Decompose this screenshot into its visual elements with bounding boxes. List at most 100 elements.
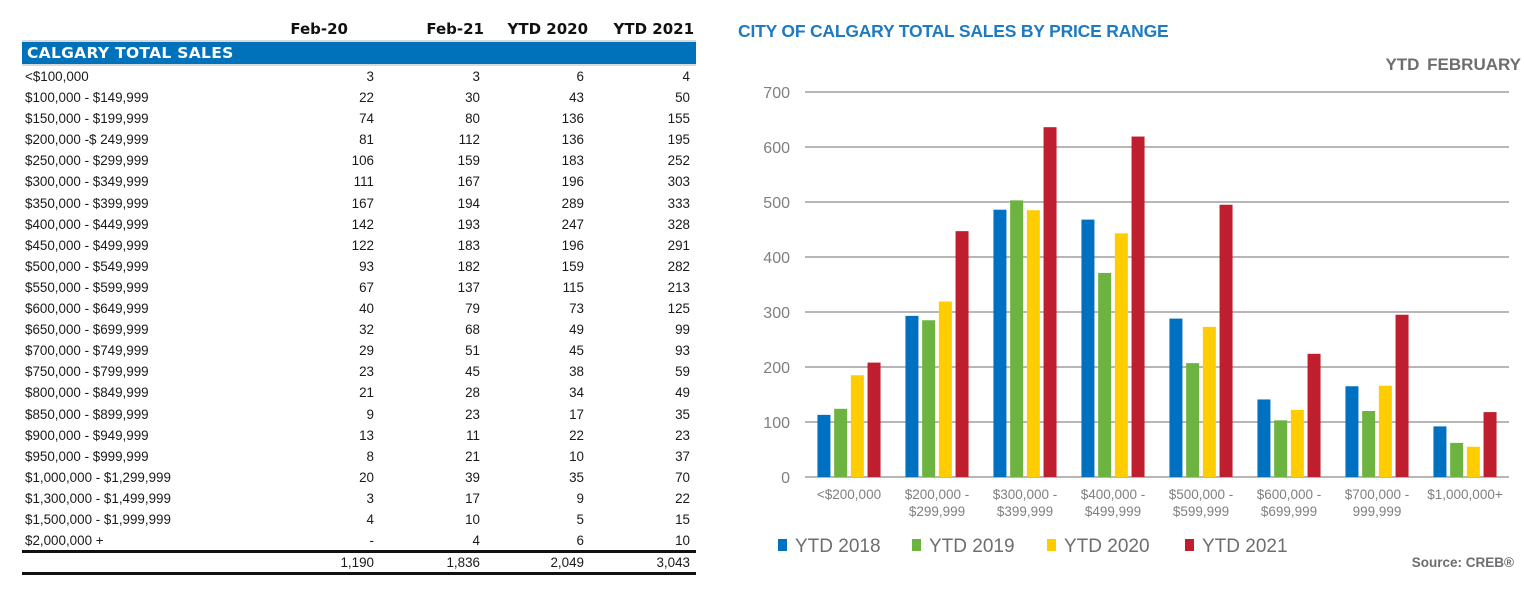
table-cell: 21 (359, 385, 374, 401)
bar-ytd-2021 (1483, 412, 1497, 477)
table-cell: 183 (561, 153, 584, 169)
table-cell: 289 (561, 195, 584, 211)
table-row: $650,000 - $699,999 32 68 49 99 (22, 319, 696, 340)
table-cell: 125 (667, 301, 690, 317)
price-range-label: $550,000 - $599,999 (25, 279, 149, 295)
table-cell: 10 (465, 511, 480, 527)
price-range-label: $600,000 - $649,999 (25, 301, 149, 317)
total-ytd-2020: 2,049 (550, 555, 584, 570)
table-row: $800,000 - $849,999 21 28 34 49 (22, 382, 696, 403)
table-row: $200,000 -$ 249,999 81 112 136 195 (22, 129, 696, 150)
table-cell: 155 (667, 111, 690, 127)
chart-title: CITY OF CALGARY TOTAL SALES BY PRICE RAN… (738, 21, 1169, 41)
table-cell: 122 (351, 237, 374, 253)
price-range-label: $700,000 - $749,999 (25, 343, 149, 359)
table-cell: 112 (458, 132, 480, 148)
table-row: $100,000 - $149,999 22 30 43 50 (22, 87, 696, 108)
table-cell: 80 (465, 111, 480, 127)
y-tick-label: 500 (763, 195, 790, 212)
x-tick-label: $599,999 (1173, 504, 1229, 519)
table-cell: 11 (466, 427, 480, 443)
table-cell: 93 (359, 258, 374, 274)
bar-ytd-2021 (1219, 204, 1233, 477)
table-row: $1,000,000 - $1,299,999 20 39 35 70 (22, 467, 696, 488)
price-range-label: $2,000,000 + (25, 533, 104, 549)
table-row: $550,000 - $599,999 67 137 115 213 (22, 277, 696, 298)
y-tick-label: 600 (763, 140, 790, 157)
table-cell: 28 (465, 385, 480, 401)
x-tick-label: $300,000 - (993, 487, 1058, 502)
table-cell: 51 (465, 343, 480, 359)
table-cell: 137 (457, 279, 480, 295)
table-cell: 81 (359, 132, 374, 148)
bar-ytd-2018 (1345, 386, 1359, 477)
table-cell: 111 (353, 174, 374, 190)
table-cell: 99 (675, 322, 690, 338)
price-range-label: $950,000 - $999,999 (25, 448, 149, 464)
total-feb-20: 1,190 (340, 555, 374, 570)
totals-top-rule (22, 550, 696, 553)
price-range-label: $1,500,000 - $1,999,999 (25, 511, 171, 527)
price-range-label: $500,000 - $549,999 (25, 258, 149, 274)
bar-ytd-2019 (1010, 200, 1024, 477)
table-cell: 22 (675, 490, 690, 506)
table-cell: 22 (569, 427, 584, 443)
table-row: $1,500,000 - $1,999,999 4 10 5 15 (22, 509, 696, 530)
bar-ytd-2021 (867, 362, 881, 477)
table-cell: 68 (465, 322, 480, 338)
bar-ytd-2018 (1169, 318, 1183, 477)
table-cell: 142 (351, 216, 374, 232)
bar-ytd-2018 (817, 414, 831, 477)
bar-ytd-2020 (1466, 446, 1480, 477)
table-cell: 6 (576, 69, 584, 84)
table-cell: 193 (457, 216, 480, 232)
table-row: $950,000 - $999,999 8 21 10 37 (22, 446, 696, 467)
legend-label: YTD 2018 (795, 536, 881, 557)
legend-swatch (912, 539, 921, 551)
column-header-feb-20: Feb-20 (290, 20, 348, 38)
table-row: $900,000 - $949,999 13 11 22 23 (22, 425, 696, 446)
price-range-label: $350,000 - $399,999 (25, 195, 149, 211)
table-cell: 252 (667, 153, 690, 169)
table-cell: 196 (561, 174, 584, 190)
table-cell: 10 (569, 448, 584, 464)
table-cell: 167 (457, 174, 480, 190)
table-cell: 15 (675, 511, 690, 527)
bar-ytd-2019 (1098, 272, 1112, 477)
table-row: $300,000 - $349,999 111 167 196 303 (22, 171, 696, 192)
price-range-label: $250,000 - $299,999 (25, 153, 149, 169)
table-row: $500,000 - $549,999 93 182 159 282 (22, 256, 696, 277)
bar-ytd-2018 (1081, 219, 1095, 477)
x-tick-label: $399,999 (997, 504, 1053, 519)
price-range-label: $400,000 - $449,999 (25, 216, 149, 232)
table-cell: 74 (359, 111, 374, 127)
price-range-label: $850,000 - $899,999 (25, 406, 149, 422)
table-row: $750,000 - $799,999 23 45 38 59 (22, 361, 696, 382)
x-tick-label: $500,000 - (1169, 487, 1234, 502)
table-cell: 10 (675, 533, 690, 549)
price-range-label: $1,300,000 - $1,499,999 (25, 490, 171, 506)
table-cell: 21 (465, 448, 480, 464)
table-row: $1,300,000 - $1,499,999 3 17 9 22 (22, 488, 696, 509)
table-cell: 291 (667, 237, 690, 253)
total-feb-21: 1,836 (446, 555, 480, 570)
table-cell: 17 (465, 490, 480, 506)
table-cell: 32 (359, 322, 374, 338)
y-tick-label: 100 (763, 415, 790, 432)
column-header-ytd-2021: YTD 2021 (613, 20, 694, 38)
x-tick-label: $600,000 - (1257, 487, 1322, 502)
bar-ytd-2019 (922, 320, 936, 477)
price-range-label: $1,000,000 - $1,299,999 (25, 469, 171, 485)
legend-swatch (1047, 539, 1056, 551)
bar-ytd-2021 (1043, 127, 1057, 477)
table-cell: 39 (465, 469, 480, 485)
table-cell: 303 (667, 174, 690, 190)
table-section-header: CALGARY TOTAL SALES (22, 40, 696, 66)
x-tick-label: $1,000,000+ (1427, 487, 1503, 502)
table-cell: 9 (366, 406, 374, 422)
table-cell: 4 (366, 511, 374, 527)
table-cell: 282 (667, 258, 690, 274)
table-cell: 13 (359, 427, 374, 443)
table-row: <$100,000 3 3 6 4 (22, 66, 696, 87)
table-row: $700,000 - $749,999 29 51 45 93 (22, 340, 696, 361)
